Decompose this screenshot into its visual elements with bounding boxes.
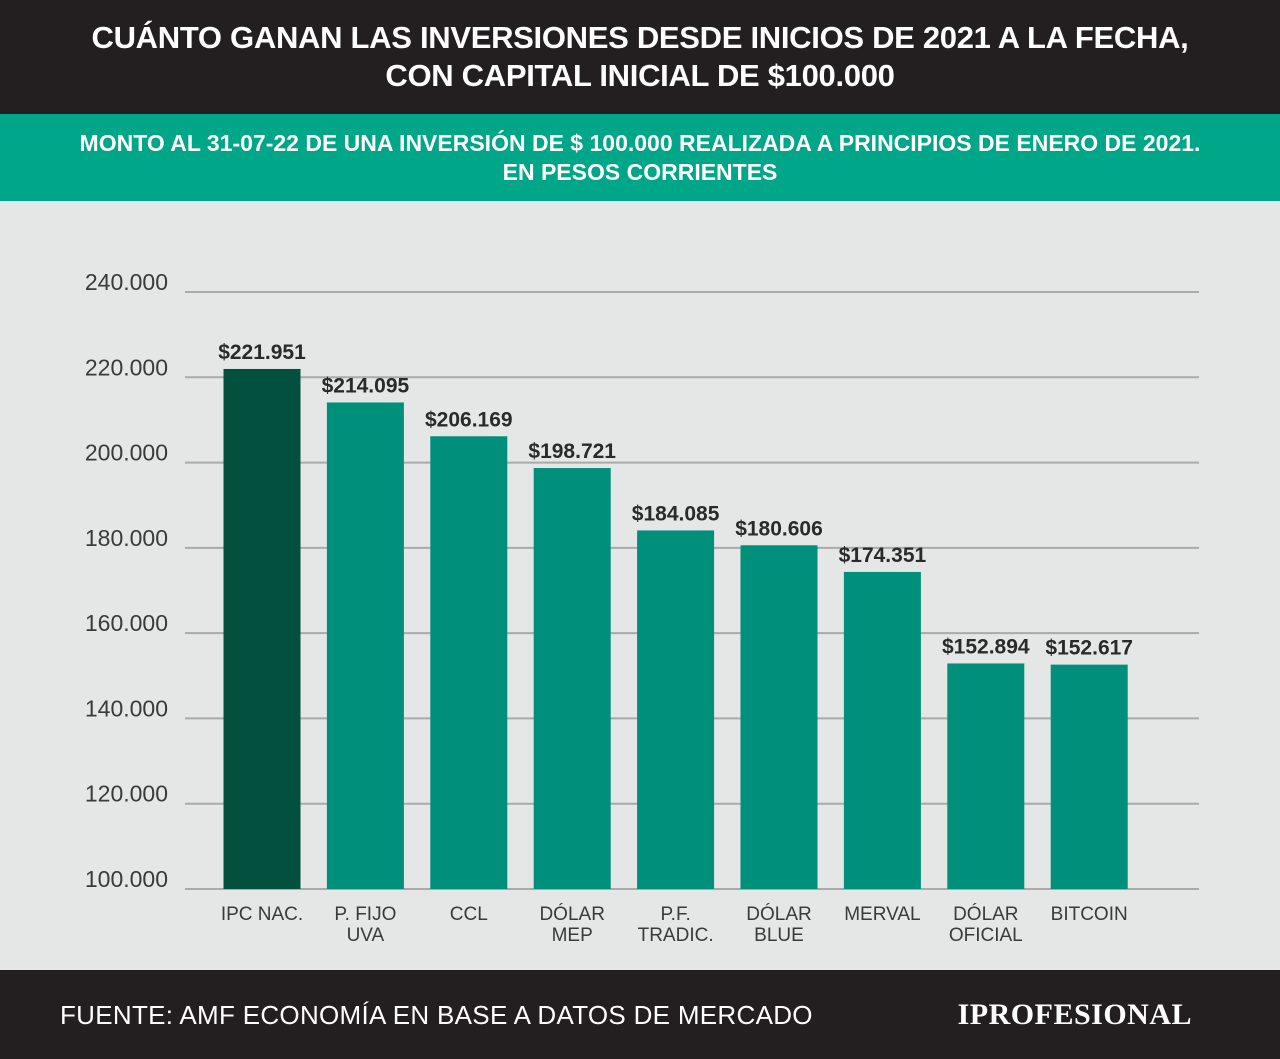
x-tick-label-line: DÓLAR [539, 903, 604, 925]
x-tick-label-line: OFICIAL [949, 925, 1023, 946]
data-label: $184.085 [632, 502, 720, 525]
x-tick-label: BITCOIN [1051, 904, 1128, 925]
source-note: FUENTE: AMF ECONOMÍA EN BASE A DATOS DE … [60, 1000, 813, 1030]
data-label: $214.095 [322, 374, 410, 397]
chart-subtitle: MONTO AL 31-07-22 DE UNA INVERSIÓN DE $ … [0, 114, 1280, 201]
x-tick-label-line: UVA [347, 925, 385, 946]
y-tick-label: 160.000 [85, 610, 168, 636]
title-line-1: CUÁNTO GANAN LAS INVERSIONES DESDE INICI… [91, 20, 1189, 55]
data-label: $221.951 [218, 341, 306, 364]
data-label: $198.721 [528, 440, 616, 463]
bar [533, 468, 611, 889]
x-tick-label: CCL [450, 904, 488, 925]
y-tick-label: 140.000 [85, 695, 168, 721]
subtitle-line-2: EN PESOS CORRIENTES [502, 158, 778, 185]
chart-title: CUÁNTO GANAN LAS INVERSIONES DESDE INICI… [0, 0, 1280, 114]
bars: $221.951 $214.095 $206.169 $198.721 $184.085… [218, 341, 1133, 890]
bar [223, 368, 301, 890]
bar [947, 663, 1025, 889]
x-tick-label: P.F. TRADIC. [638, 904, 714, 946]
bar [843, 571, 921, 889]
y-tick-label: 220.000 [85, 354, 168, 380]
y-tick-label: 180.000 [85, 525, 168, 551]
x-tick-label-line: DÓLAR [953, 903, 1018, 925]
bar [637, 530, 715, 889]
x-tick-label: DÓLAR OFICIAL [949, 903, 1023, 946]
data-label: $152.894 [942, 635, 1030, 658]
x-tick-label-line: MERVAL [844, 904, 920, 925]
y-tick-label: 100.000 [85, 866, 168, 892]
x-tick-label-line: BITCOIN [1051, 904, 1128, 925]
brand-logo: IPROFESIONAL [957, 998, 1192, 1031]
y-tick-label: 240.000 [85, 269, 168, 295]
y-tick-label: 200.000 [85, 440, 168, 466]
bar [326, 402, 404, 889]
data-label: $206.169 [425, 408, 513, 431]
x-tick-label: DÓLAR MEP [539, 903, 604, 946]
bar [740, 545, 818, 889]
y-tick-label: 120.000 [85, 781, 168, 807]
x-tick-label-line: MEP [552, 925, 593, 946]
x-tick-label: P. FIJO UVA [334, 904, 396, 946]
y-axis: 100.000 120.000 140.000 160.000 180.000 200.0… [85, 269, 168, 892]
data-label: $174.351 [839, 544, 927, 567]
subtitle-line-1: MONTO AL 31-07-22 DE UNA INVERSIÓN DE $ … [79, 129, 1201, 156]
bar-chart: 100.000 120.000 140.000 160.000 180.000 200.0… [85, 269, 1199, 946]
data-label: $152.617 [1045, 637, 1133, 660]
x-tick-label-line: IPC NAC. [221, 904, 303, 925]
x-tick-label-line: DÓLAR [746, 903, 811, 925]
x-tick-label: IPC NAC. [221, 904, 303, 925]
bar [430, 436, 508, 889]
x-tick-label-line: BLUE [754, 925, 804, 946]
x-tick-label-line: TRADIC. [638, 925, 714, 946]
x-tick-label-line: P.F. [660, 904, 690, 925]
title-line-2: CON CAPITAL INICIAL DE $100.000 [385, 58, 895, 93]
data-label: $180.606 [735, 517, 823, 540]
x-tick-label-line: P. FIJO [334, 904, 396, 925]
x-tick-label: MERVAL [844, 904, 920, 925]
x-tick-label: DÓLAR BLUE [746, 903, 811, 946]
bar [1050, 664, 1128, 889]
x-tick-label-line: CCL [450, 904, 488, 925]
footer: FUENTE: AMF ECONOMÍA EN BASE A DATOS DE … [0, 970, 1280, 1059]
